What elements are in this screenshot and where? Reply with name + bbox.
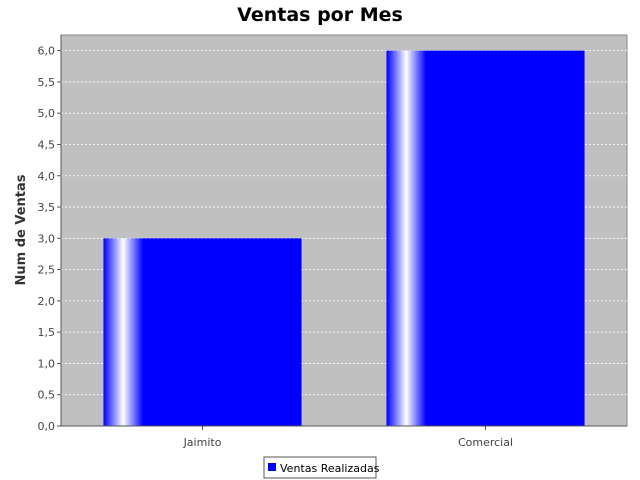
legend: Ventas Realizadas	[263, 456, 380, 479]
y-tick-label: 5,0	[38, 107, 56, 120]
bar-comercial	[386, 50, 585, 426]
y-tick-label: 4,0	[38, 170, 56, 183]
legend-box	[263, 456, 377, 479]
y-tick-label: 4,5	[38, 138, 56, 151]
y-tick-label: 5,5	[38, 76, 56, 89]
y-tick-label: 3,0	[38, 232, 56, 245]
x-tick-label: Jaimito	[183, 436, 222, 449]
y-tick-label: 3,5	[38, 201, 56, 214]
y-tick-label: 1,5	[38, 326, 56, 339]
y-tick-label: 1,0	[38, 357, 56, 370]
y-tick-label: 2,0	[38, 295, 56, 308]
y-axis-label: Num de Ventas	[14, 174, 29, 285]
bars	[103, 50, 585, 426]
y-tick-label: 0,0	[38, 420, 56, 433]
legend-swatch	[268, 463, 276, 471]
x-axis-ticks: Jaimito Comercial	[183, 426, 513, 449]
legend-label: Ventas Realizadas	[280, 462, 380, 475]
x-tick-label: Comercial	[458, 436, 513, 449]
y-tick-label: 6,0	[38, 45, 56, 58]
y-axis-ticks: 0,0 0,5 1,0 1,5 2,0 2,5 3,0 3,5 4,0 4,5 5,0 5,5 6,0	[38, 45, 61, 433]
bar-jaimito	[103, 238, 302, 426]
y-tick-label: 2,5	[38, 264, 56, 277]
chart-title: Ventas por Mes	[237, 4, 403, 26]
y-tick-label: 0,5	[38, 389, 56, 402]
